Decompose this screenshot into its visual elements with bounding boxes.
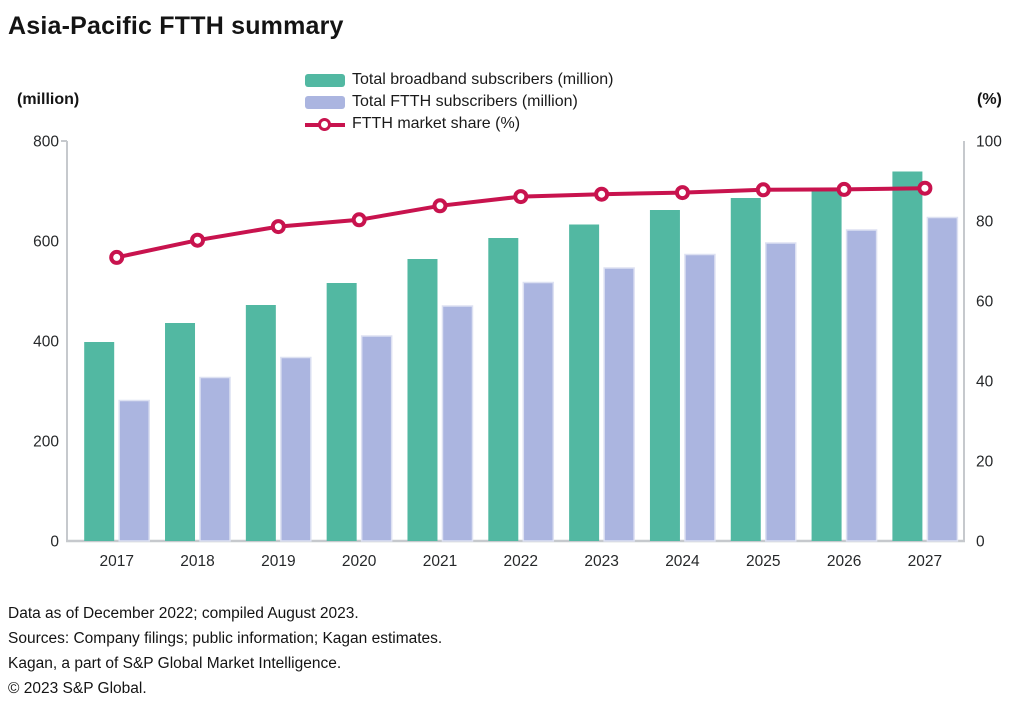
right-axis-tick-label: 0 bbox=[976, 534, 985, 551]
left-axis-tick-label: 600 bbox=[33, 234, 59, 251]
bar-ftth-2019 bbox=[280, 356, 312, 542]
bar-ftth-2027 bbox=[926, 216, 959, 542]
left-axis-tick-label: 200 bbox=[33, 434, 59, 451]
x-axis-category-label: 2020 bbox=[342, 553, 377, 570]
bar-ftth-2022 bbox=[522, 281, 555, 542]
legend-label: Total FTTH subscribers (million) bbox=[352, 93, 578, 110]
right-axis-tick-label: 60 bbox=[976, 294, 994, 311]
bar-broadband-2019 bbox=[245, 305, 276, 541]
x-axis-category-label: 2018 bbox=[180, 553, 214, 570]
right-axis-unit-label: (%) bbox=[977, 91, 1002, 108]
x-axis-category-label: 2026 bbox=[827, 553, 861, 570]
line-marker-swatch-icon bbox=[305, 117, 345, 131]
market-share-marker-2022 bbox=[513, 189, 529, 205]
bar-broadband-2027 bbox=[892, 171, 923, 541]
x-axis-category-label: 2021 bbox=[423, 553, 457, 570]
market-share-marker-2018 bbox=[190, 232, 206, 248]
market-share-marker-2026 bbox=[836, 181, 852, 197]
footer-notes: Data as of December 2022; compiled Augus… bbox=[8, 601, 442, 701]
bar-ftth-2020 bbox=[360, 335, 393, 542]
x-axis-category-label: 2019 bbox=[261, 553, 295, 570]
market-share-marker-2023 bbox=[594, 186, 610, 202]
bar-broadband-2024 bbox=[649, 210, 680, 541]
right-axis-tick-label: 80 bbox=[976, 214, 994, 231]
x-axis-category-label: 2027 bbox=[908, 553, 942, 570]
bar-ftth-2021 bbox=[441, 305, 474, 542]
market-share-marker-2025 bbox=[755, 182, 771, 198]
legend-item-broadband: Total broadband subscribers (million) bbox=[305, 69, 613, 91]
x-axis-category-label: 2023 bbox=[584, 553, 618, 570]
broadband-swatch-icon bbox=[305, 73, 345, 87]
bar-ftth-2025 bbox=[765, 242, 797, 542]
bar-broadband-2023 bbox=[569, 224, 600, 541]
legend-label: FTTH market share (%) bbox=[352, 115, 521, 132]
ftth-swatch-icon bbox=[305, 95, 345, 109]
market-share-marker-2020 bbox=[351, 212, 367, 228]
market-share-marker-2024 bbox=[674, 185, 690, 201]
bar-ftth-2018 bbox=[199, 376, 231, 542]
bar-broadband-2017 bbox=[84, 342, 115, 541]
market-share-marker-2017 bbox=[109, 249, 125, 265]
legend: Total broadband subscribers (million) To… bbox=[305, 69, 613, 135]
footer-line-sources: Sources: Company filings; public informa… bbox=[8, 630, 443, 647]
x-axis-category-label: 2017 bbox=[99, 553, 133, 570]
legend-item-market-share: FTTH market share (%) bbox=[305, 113, 613, 135]
market-share-marker-2021 bbox=[432, 198, 448, 214]
bar-broadband-2020 bbox=[326, 283, 357, 541]
market-share-marker-2027 bbox=[917, 180, 933, 196]
x-axis-category-label: 2022 bbox=[504, 553, 538, 570]
left-axis-tick-label: 400 bbox=[33, 334, 59, 351]
market-share-marker-2019 bbox=[270, 219, 286, 235]
bar-broadband-2026 bbox=[811, 189, 842, 541]
bar-ftth-2026 bbox=[845, 229, 878, 542]
x-axis-category-label: 2024 bbox=[665, 553, 700, 570]
footer-line-copyright: © 2023 S&P Global. bbox=[8, 680, 147, 697]
bar-ftth-2024 bbox=[684, 253, 716, 542]
bar-broadband-2018 bbox=[165, 323, 196, 541]
chart-plot-area: 0 200 400 600 800 0 20 40 60 80 100 2017 2018 2019 202… bbox=[33, 134, 1002, 571]
footer-line-kagan: Kagan, a part of S&P Global Market Intel… bbox=[8, 655, 342, 672]
footer-line-data-as-of: Data as of December 2022; compiled Augus… bbox=[8, 605, 359, 622]
bar-ftth-2023 bbox=[603, 267, 635, 542]
left-axis-tick-label: 0 bbox=[50, 534, 59, 551]
legend-label: Total broadband subscribers (million) bbox=[352, 71, 614, 88]
left-axis-tick-label: 800 bbox=[33, 134, 59, 151]
bar-ftth-2017 bbox=[118, 399, 150, 542]
right-axis-tick-label: 20 bbox=[976, 454, 994, 471]
left-axis-unit-label: (million) bbox=[17, 91, 80, 108]
bar-broadband-2025 bbox=[730, 198, 761, 541]
legend-item-ftth: Total FTTH subscribers (million) bbox=[305, 91, 613, 113]
x-axis-category-label: 2025 bbox=[746, 553, 780, 570]
bar-broadband-2021 bbox=[407, 259, 438, 541]
line-swatch-marker bbox=[318, 117, 331, 131]
bar-broadband-2022 bbox=[488, 238, 519, 541]
chart-title: Asia-Pacific FTTH summary bbox=[8, 12, 344, 40]
right-axis-tick-label: 40 bbox=[976, 374, 994, 391]
right-axis-tick-label: 100 bbox=[976, 134, 1002, 151]
